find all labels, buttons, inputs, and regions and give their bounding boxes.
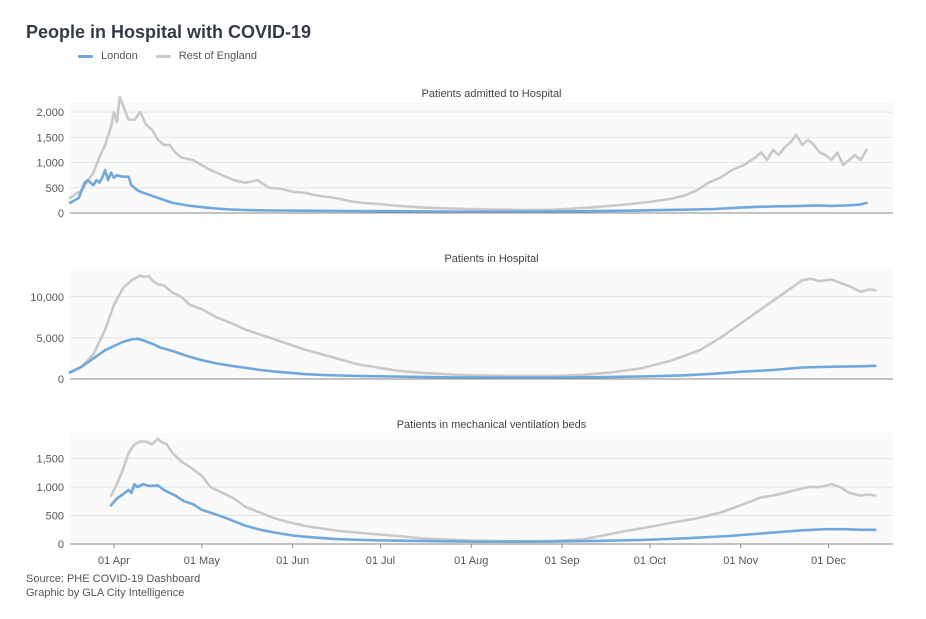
x-tick-label: 01 Oct: [634, 555, 666, 567]
x-tick-label: 01 Nov: [723, 555, 758, 567]
series-line-rest-of-england: [68, 274, 877, 378]
panel-patients-in-hospital: Patients in Hospital 0 5,000 10,000: [30, 253, 893, 386]
credit-line: Graphic by GLA City Intelligence: [26, 587, 185, 599]
legend: London Rest of England: [78, 50, 257, 62]
legend-label-london: London: [101, 50, 138, 62]
series-line-london: [109, 482, 877, 543]
source-note: Source: PHE COVID-19 Dashboard Graphic b…: [26, 572, 200, 600]
chart-title: People in Hospital with COVID-19: [26, 22, 312, 42]
series-line-london: [68, 337, 877, 379]
y-tick-label: 1,500: [36, 132, 64, 144]
legend-item-rest-of-england[interactable]: Rest of England: [155, 50, 257, 62]
y-tick-label: 5,000: [36, 333, 64, 345]
series-line-rest-of-england: [109, 437, 877, 543]
x-tick-label: 01 May: [184, 555, 221, 567]
x-tick-label: 01 Sep: [545, 555, 580, 567]
panel-title: Patients in mechanical ventilation beds: [397, 419, 587, 431]
y-tick-label: 500: [46, 183, 64, 195]
plot-area: [70, 433, 893, 544]
plot-area: [70, 268, 893, 379]
y-tick-label: 1,500: [36, 454, 64, 466]
y-tick-label: 500: [46, 511, 64, 523]
legend-item-london[interactable]: London: [78, 50, 138, 62]
y-tick-label: 1,000: [36, 482, 64, 494]
y-tick-label: 1,000: [36, 158, 64, 170]
x-tick-label: 01 Jul: [366, 555, 395, 567]
y-tick-label: 10,000: [30, 292, 64, 304]
panel-title: Patients admitted to Hospital: [421, 88, 561, 100]
x-tick-label: 01 Aug: [454, 555, 488, 567]
series-line-london: [68, 168, 868, 213]
y-tick-label: 2,000: [36, 107, 64, 119]
legend-swatch-rest-of-england: [155, 54, 171, 58]
x-tick-label: 01 Jun: [276, 555, 309, 567]
source-line: Source: PHE COVID-19 Dashboard: [26, 573, 201, 585]
x-tick-label: 01 Apr: [98, 555, 130, 567]
y-tick-label: 0: [58, 208, 64, 220]
panel-patients-admitted-to-hospital: Patients admitted to Hospital 0 500 1,000 1,…: [36, 88, 893, 220]
y-tick-label: 0: [58, 374, 64, 386]
series-line-rest-of-england: [68, 95, 868, 212]
legend-label-rest-of-england: Rest of England: [178, 50, 257, 62]
legend-swatch-london: [78, 54, 93, 58]
y-tick-label: 0: [58, 539, 64, 551]
x-tick-label: 01 Dec: [811, 555, 846, 567]
panel-patients-in-mechanical-ventilation-beds: Patients in mechanical ventilation beds 0…: [36, 419, 893, 567]
panel-title: Patients in Hospital: [444, 253, 538, 265]
